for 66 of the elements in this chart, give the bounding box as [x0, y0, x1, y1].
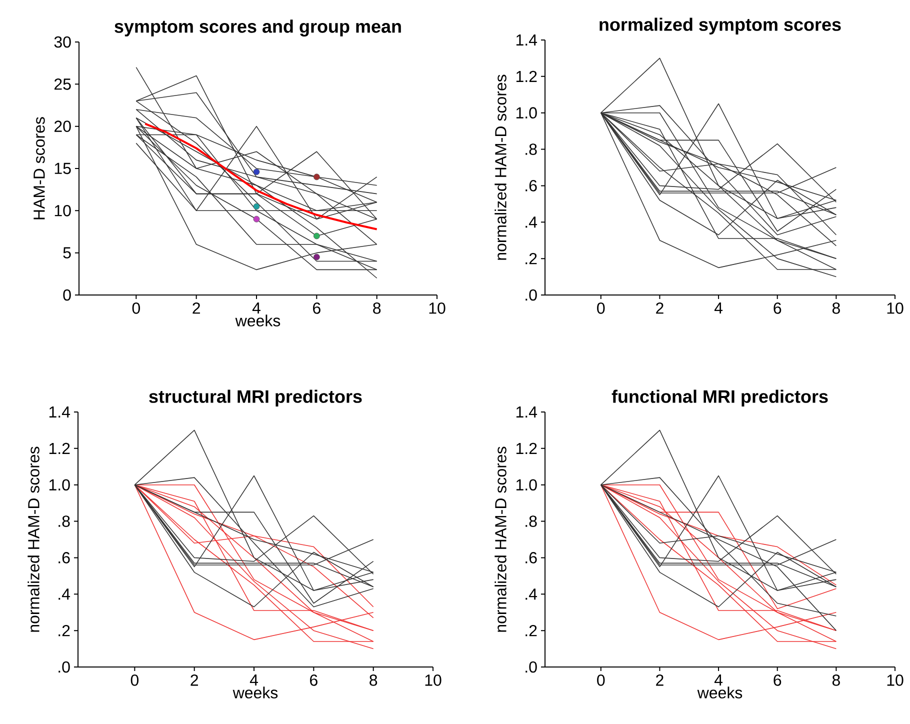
x-tick-label: 2	[192, 302, 200, 314]
x-tick-label: 0	[130, 674, 139, 686]
y-tick-label: 1.4	[49, 406, 70, 418]
y-tick-label: .8	[526, 144, 537, 155]
y-tick-label: 15	[54, 162, 71, 174]
y-tick-label: 1.4	[516, 34, 538, 46]
y-tick-label: 1.2	[49, 442, 70, 454]
x-tick-label: 10	[425, 674, 442, 686]
y-tick-label: .0	[526, 289, 537, 301]
y-tick-label: 1.2	[516, 70, 537, 82]
x-tick-label: 2	[656, 674, 664, 686]
y-tick-label: 5	[63, 247, 71, 258]
y-tick-label: 1.0	[49, 479, 70, 491]
x-tick-label: 6	[313, 302, 320, 314]
y-tick-label: .0	[526, 661, 537, 673]
y-tick-label: 25	[54, 78, 71, 90]
x-tick-label: 10	[887, 302, 904, 314]
y-axis-title: normalized HAM-D scores	[494, 446, 506, 632]
x-tick-label: 4	[714, 674, 723, 686]
x-tick-label: 8	[370, 674, 378, 686]
y-tick-label: .4	[526, 588, 538, 600]
y-tick-label: .2	[526, 252, 537, 264]
y-tick-label: .4	[58, 588, 70, 600]
y-tick-label: 1.0	[516, 479, 537, 491]
y-tick-label: .4	[526, 216, 538, 228]
y-tick-label: 10	[54, 205, 71, 216]
y-tick-label: 1.0	[516, 107, 537, 119]
x-tick-label: 10	[887, 674, 904, 686]
x-tick-label: 10	[429, 302, 446, 314]
x-tick-label: 4	[714, 302, 723, 314]
y-tick-label: 0	[63, 289, 71, 301]
x-tick-label: 6	[310, 674, 318, 686]
y-tick-label: 1.2	[516, 442, 537, 454]
x-tick-label: 8	[832, 674, 840, 686]
y-axis-title: normalized HAM-D scores	[494, 74, 506, 260]
y-tick-label: .0	[58, 661, 70, 673]
x-axis-title: weeks	[235, 314, 280, 326]
x-tick-label: 4	[250, 674, 258, 686]
y-axis-title: HAM-D scores	[34, 117, 45, 220]
x-tick-label: 0	[597, 674, 605, 686]
chart-title: functional MRI predictors	[612, 390, 828, 406]
x-tick-label: 2	[190, 674, 198, 686]
x-tick-label: 4	[252, 302, 260, 314]
x-tick-label: 8	[832, 302, 840, 314]
x-tick-label: 8	[373, 302, 381, 314]
y-tick-label: .8	[526, 516, 537, 527]
y-tick-label: .6	[58, 552, 70, 564]
x-tick-label: 6	[774, 674, 782, 686]
chart-title: symptom scores and group mean	[114, 20, 401, 36]
y-tick-label: .8	[58, 516, 70, 527]
x-tick-label: 0	[132, 302, 140, 314]
y-tick-label: 20	[54, 120, 71, 132]
x-axis-title: weeks	[697, 686, 742, 698]
y-tick-label: .6	[526, 552, 537, 564]
x-tick-label: 6	[774, 302, 782, 314]
x-tick-label: 0	[597, 302, 605, 314]
y-tick-label: 1.4	[516, 406, 538, 418]
chart-title: normalized symptom scores	[600, 18, 841, 34]
chart-title: structural MRI predictors	[149, 390, 362, 406]
x-tick-label: 2	[656, 302, 664, 314]
y-tick-label: .6	[526, 180, 537, 192]
x-axis-title: weeks	[232, 686, 278, 698]
y-axis-title: normalized HAM-D scores	[28, 446, 40, 632]
y-tick-label: .2	[58, 624, 70, 636]
y-tick-label: .2	[526, 624, 537, 636]
y-tick-label: 30	[54, 36, 71, 48]
